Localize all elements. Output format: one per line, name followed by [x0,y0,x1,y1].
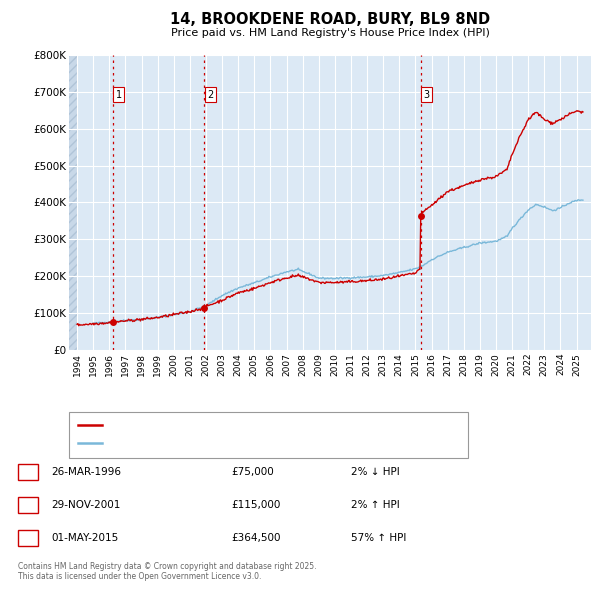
Text: 2% ↓ HPI: 2% ↓ HPI [351,467,400,477]
Text: 29-NOV-2001: 29-NOV-2001 [51,500,121,510]
Text: £364,500: £364,500 [231,533,281,543]
Text: 01-MAY-2015: 01-MAY-2015 [51,533,118,543]
Text: 1: 1 [25,467,31,477]
Text: 14, BROOKDENE ROAD, BURY, BL9 8ND: 14, BROOKDENE ROAD, BURY, BL9 8ND [170,12,490,27]
Text: £115,000: £115,000 [231,500,280,510]
Text: 3: 3 [25,533,31,543]
Text: Price paid vs. HM Land Registry's House Price Index (HPI): Price paid vs. HM Land Registry's House … [170,28,490,38]
Text: 2: 2 [208,90,214,100]
Text: 14, BROOKDENE ROAD, BURY, BL9 8ND (detached house): 14, BROOKDENE ROAD, BURY, BL9 8ND (detac… [105,420,388,430]
Bar [69,55,77,350]
Text: Contains HM Land Registry data © Crown copyright and database right 2025.
This d: Contains HM Land Registry data © Crown c… [18,562,317,581]
Text: HPI: Average price, detached house, Bury: HPI: Average price, detached house, Bury [105,438,308,448]
Text: 2: 2 [25,500,31,510]
Text: £75,000: £75,000 [231,467,274,477]
Text: 26-MAR-1996: 26-MAR-1996 [51,467,121,477]
Text: 2% ↑ HPI: 2% ↑ HPI [351,500,400,510]
Text: 1: 1 [116,90,122,100]
Text: 3: 3 [424,90,430,100]
Text: 57% ↑ HPI: 57% ↑ HPI [351,533,406,543]
